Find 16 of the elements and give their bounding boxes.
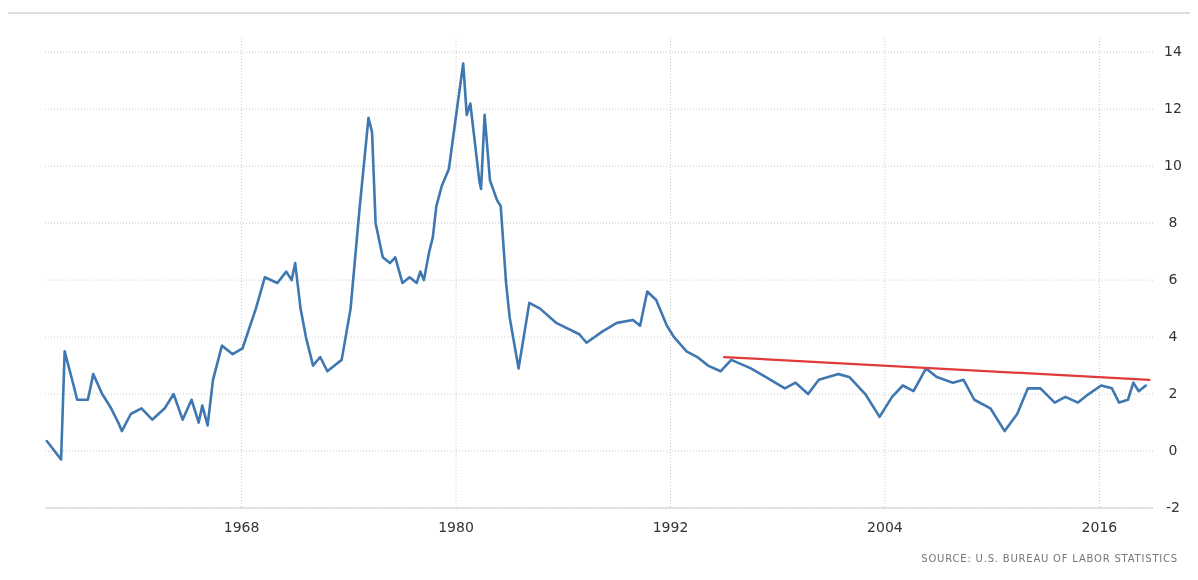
y-tick-label: 14 bbox=[1164, 43, 1182, 60]
y-tick-label: 8 bbox=[1168, 214, 1178, 231]
x-tick-label: 1992 bbox=[652, 519, 689, 535]
y-tick-label: 0 bbox=[1168, 442, 1178, 459]
source-note: SOURCE: U.S. BUREAU OF LABOR STATISTICS bbox=[921, 553, 1178, 564]
y-tick-label: 2 bbox=[1168, 385, 1178, 402]
x-tick-label: 2004 bbox=[867, 519, 903, 535]
y-tick-label: 10 bbox=[1164, 157, 1182, 174]
line-series bbox=[45, 62, 1148, 461]
x-tick-label: 1968 bbox=[223, 519, 260, 535]
y-tick-label: -2 bbox=[1166, 499, 1180, 515]
y-tick-label: 4 bbox=[1168, 328, 1178, 345]
y-tick-label: 12 bbox=[1164, 100, 1182, 117]
x-tick-label: 1980 bbox=[438, 519, 474, 535]
x-tick-label: 2016 bbox=[1081, 519, 1118, 535]
y-tick-label: 6 bbox=[1168, 271, 1178, 288]
